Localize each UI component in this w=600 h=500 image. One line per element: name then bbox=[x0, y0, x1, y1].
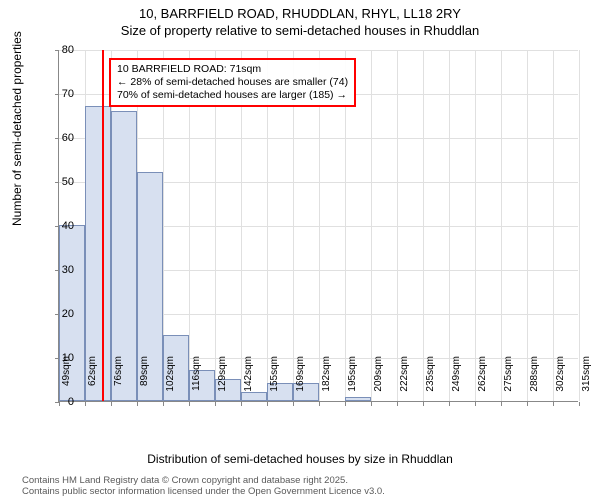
xtick-mark bbox=[397, 402, 398, 406]
ytick-label: 20 bbox=[44, 308, 74, 320]
xtick-mark bbox=[579, 402, 580, 406]
xtick-label: 76sqm bbox=[113, 356, 124, 386]
xtick-label: 62sqm bbox=[87, 356, 98, 386]
ytick-label: 70 bbox=[44, 88, 74, 100]
xtick-mark bbox=[449, 402, 450, 406]
x-axis-label: Distribution of semi-detached houses by … bbox=[0, 452, 600, 466]
xtick-label: 209sqm bbox=[373, 356, 384, 392]
chart-title: 10, BARRFIELD ROAD, RHUDDLAN, RHYL, LL18… bbox=[0, 0, 600, 21]
xtick-mark bbox=[163, 402, 164, 406]
plot-frame: 10 BARRFIELD ROAD: 71sqm← 28% of semi-de… bbox=[58, 50, 578, 402]
annotation-line-2: ← 28% of semi-detached houses are smalle… bbox=[117, 76, 348, 89]
xtick-mark bbox=[423, 402, 424, 406]
ytick-label: 60 bbox=[44, 132, 74, 144]
gridline-vertical bbox=[371, 50, 372, 401]
xtick-mark bbox=[527, 402, 528, 406]
xtick-label: 89sqm bbox=[139, 356, 150, 386]
xtick-mark bbox=[85, 402, 86, 406]
xtick-mark bbox=[371, 402, 372, 406]
y-axis-label: Number of semi-detached properties bbox=[10, 31, 24, 226]
xtick-label: 195sqm bbox=[347, 356, 358, 392]
xtick-label: 222sqm bbox=[399, 356, 410, 392]
gridline-vertical bbox=[423, 50, 424, 401]
chart-subtitle: Size of property relative to semi-detach… bbox=[0, 21, 600, 44]
xtick-label: 169sqm bbox=[295, 356, 306, 392]
ytick-label: 30 bbox=[44, 264, 74, 276]
footnote-line-2: Contains public sector information licen… bbox=[22, 487, 385, 498]
xtick-mark bbox=[215, 402, 216, 406]
ytick-label: 80 bbox=[44, 44, 74, 56]
xtick-label: 155sqm bbox=[269, 356, 280, 392]
annotation-line-3: 70% of semi-detached houses are larger (… bbox=[117, 89, 348, 102]
xtick-mark bbox=[319, 402, 320, 406]
xtick-mark bbox=[189, 402, 190, 406]
xtick-label: 302sqm bbox=[555, 356, 566, 392]
annotation-box: 10 BARRFIELD ROAD: 71sqm← 28% of semi-de… bbox=[109, 58, 356, 107]
xtick-label: 249sqm bbox=[451, 356, 462, 392]
xtick-label: 116sqm bbox=[191, 356, 202, 391]
xtick-label: 315sqm bbox=[581, 356, 592, 392]
xtick-label: 129sqm bbox=[217, 356, 228, 392]
xtick-mark bbox=[293, 402, 294, 406]
histogram-bar bbox=[345, 397, 371, 401]
xtick-label: 288sqm bbox=[529, 356, 540, 392]
xtick-mark bbox=[137, 402, 138, 406]
subject-property-marker bbox=[102, 50, 104, 401]
histogram-bar bbox=[241, 392, 267, 401]
chart-plot-area: 10 BARRFIELD ROAD: 71sqm← 28% of semi-de… bbox=[58, 50, 578, 402]
gridline-vertical bbox=[397, 50, 398, 401]
xtick-mark bbox=[345, 402, 346, 406]
xtick-mark bbox=[241, 402, 242, 406]
gridline-vertical bbox=[449, 50, 450, 401]
gridline-vertical bbox=[501, 50, 502, 401]
ytick-label: 50 bbox=[44, 176, 74, 188]
xtick-label: 102sqm bbox=[165, 356, 176, 392]
xtick-mark bbox=[501, 402, 502, 406]
xtick-mark bbox=[267, 402, 268, 406]
xtick-mark bbox=[111, 402, 112, 406]
gridline-vertical bbox=[527, 50, 528, 401]
xtick-mark bbox=[553, 402, 554, 406]
gridline-vertical bbox=[579, 50, 580, 401]
ytick-label: 40 bbox=[44, 220, 74, 232]
xtick-label: 275sqm bbox=[503, 356, 514, 392]
xtick-label: 142sqm bbox=[243, 356, 254, 392]
xtick-label: 49sqm bbox=[61, 356, 72, 386]
xtick-label: 262sqm bbox=[477, 356, 488, 392]
gridline-vertical bbox=[553, 50, 554, 401]
footnote: Contains HM Land Registry data © Crown c… bbox=[22, 476, 385, 498]
annotation-line-1: 10 BARRFIELD ROAD: 71sqm bbox=[117, 63, 348, 76]
xtick-label: 182sqm bbox=[321, 356, 332, 392]
xtick-mark bbox=[475, 402, 476, 406]
ytick-label: 0 bbox=[44, 396, 74, 408]
gridline-vertical bbox=[475, 50, 476, 401]
xtick-label: 235sqm bbox=[425, 356, 436, 392]
